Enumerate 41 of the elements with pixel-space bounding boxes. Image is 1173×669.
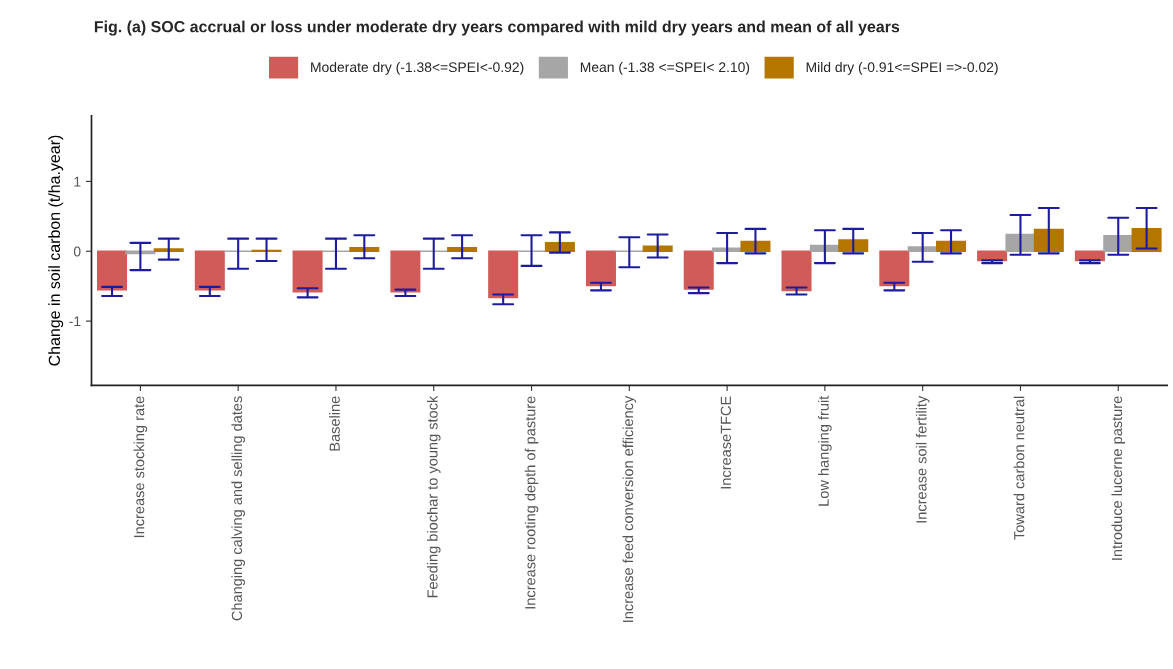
bar	[349, 246, 380, 253]
bar	[781, 250, 812, 292]
x-tick-label: IncreaseTFCE	[720, 396, 732, 489]
bar	[977, 250, 1008, 262]
bar	[1074, 250, 1105, 262]
legend-label: Mean (-1.38 <=SPEI< 2.10)	[580, 61, 750, 75]
bar	[153, 248, 184, 253]
bar	[740, 240, 771, 253]
y-tick-label: 1	[74, 176, 81, 187]
x-tick-label: Toward carbon neutral	[1013, 396, 1025, 540]
y-tick-label: -1	[69, 316, 81, 327]
bar	[907, 246, 938, 253]
y-axis-title: Change in soil carbon (t/ha.year)	[48, 135, 64, 366]
bar	[936, 240, 967, 253]
bar	[838, 239, 869, 253]
y-tick-label: 0	[73, 246, 81, 257]
bar	[390, 250, 421, 293]
bar	[1103, 235, 1134, 253]
bar	[1033, 228, 1064, 253]
chart-title: Fig. (a) SOC accrual or loss under moderate dry years compared with mild dry years and mean of all years	[94, 20, 900, 36]
x-tick-label: Introduce lucerne pasture	[1111, 396, 1126, 560]
bar	[879, 250, 910, 287]
bar	[125, 250, 156, 255]
x-tick-label: Increase rooting depth of pasture	[524, 396, 539, 609]
x-tick-label: Low hanging fruit	[818, 395, 832, 506]
x-tick-label: Feeding biochar to young stock	[426, 395, 441, 598]
bar	[447, 246, 478, 253]
bar	[97, 250, 128, 291]
bar	[194, 250, 225, 291]
x-tick-label: Changing calving and selling dates	[231, 396, 245, 621]
bar	[544, 242, 575, 253]
bar	[683, 250, 714, 290]
legend-label: Moderate dry (-1.38<=SPEI<-0.92)	[311, 61, 524, 75]
bar	[488, 250, 519, 299]
x-tick-label: Increase soil fertility	[915, 395, 930, 523]
legend-label: Mild dry (-0.91<=SPEI =>-0.02)	[806, 61, 998, 75]
bar	[585, 250, 616, 287]
x-tick-label: Increase stocking rate	[133, 396, 148, 538]
bar	[292, 250, 323, 293]
x-tick-label: Baseline	[329, 396, 340, 451]
x-tick-label: Increase feed conversion efficiency	[622, 395, 637, 622]
